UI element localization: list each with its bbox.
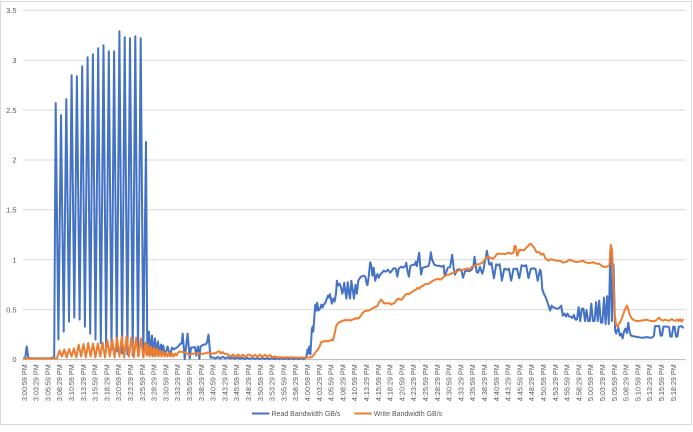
svg-text:3:48:29 PM: 3:48:29 PM (244, 364, 253, 401)
svg-text:4:48:29 PM: 4:48:29 PM (527, 364, 536, 401)
svg-text:2: 2 (12, 156, 16, 165)
svg-text:3:15:59 PM: 3:15:59 PM (91, 364, 100, 401)
svg-text:Read Bandwidth GB/s: Read Bandwidth GB/s (272, 411, 341, 418)
svg-text:4:28:29 PM: 4:28:29 PM (433, 364, 442, 401)
svg-text:3:53:29 PM: 3:53:29 PM (268, 364, 277, 401)
svg-text:3:03:29 PM: 3:03:29 PM (32, 364, 41, 401)
svg-text:0: 0 (12, 355, 16, 364)
svg-text:1: 1 (12, 255, 16, 264)
svg-text:5:08:29 PM: 5:08:29 PM (622, 364, 631, 401)
svg-text:4:50:59 PM: 4:50:59 PM (539, 364, 548, 401)
svg-text:4:35:59 PM: 4:35:59 PM (468, 364, 477, 401)
svg-text:3:20:59 PM: 3:20:59 PM (114, 364, 123, 401)
svg-text:3.5: 3.5 (6, 6, 16, 15)
svg-text:3:38:29 PM: 3:38:29 PM (197, 364, 206, 401)
svg-text:4:08:29 PM: 4:08:29 PM (338, 364, 347, 401)
svg-text:4:05:59 PM: 4:05:59 PM (327, 364, 336, 401)
svg-text:3:28:29 PM: 3:28:29 PM (150, 364, 159, 401)
svg-text:2.5: 2.5 (6, 106, 16, 115)
svg-text:3:58:29 PM: 3:58:29 PM (291, 364, 300, 401)
svg-text:3:23:29 PM: 3:23:29 PM (126, 364, 135, 401)
svg-text:4:10:59 PM: 4:10:59 PM (350, 364, 359, 401)
svg-text:5:05:59 PM: 5:05:59 PM (610, 364, 619, 401)
svg-text:5:10:59 PM: 5:10:59 PM (633, 364, 642, 401)
svg-text:4:20:59 PM: 4:20:59 PM (397, 364, 406, 401)
svg-text:4:53:29 PM: 4:53:29 PM (551, 364, 560, 401)
svg-text:4:15:59 PM: 4:15:59 PM (374, 364, 383, 401)
svg-text:3: 3 (12, 56, 16, 65)
svg-text:1.5: 1.5 (6, 206, 16, 215)
svg-text:3:35:59 PM: 3:35:59 PM (185, 364, 194, 401)
svg-text:3:08:29 PM: 3:08:29 PM (55, 364, 64, 401)
svg-text:4:58:29 PM: 4:58:29 PM (574, 364, 583, 401)
svg-text:5:18:29 PM: 5:18:29 PM (669, 364, 678, 401)
svg-text:5:03:29 PM: 5:03:29 PM (598, 364, 607, 401)
svg-text:4:33:29 PM: 4:33:29 PM (456, 364, 465, 401)
svg-text:3:45:59 PM: 3:45:59 PM (232, 364, 241, 401)
svg-text:4:45:59 PM: 4:45:59 PM (515, 364, 524, 401)
svg-text:5:00:59 PM: 5:00:59 PM (586, 364, 595, 401)
svg-text:3:30:59 PM: 3:30:59 PM (161, 364, 170, 401)
svg-text:5:13:29 PM: 5:13:29 PM (645, 364, 654, 401)
svg-text:3:18:29 PM: 3:18:29 PM (102, 364, 111, 401)
svg-text:4:38:29 PM: 4:38:29 PM (480, 364, 489, 401)
svg-text:3:10:59 PM: 3:10:59 PM (67, 364, 76, 401)
svg-text:4:23:29 PM: 4:23:29 PM (409, 364, 418, 401)
svg-text:4:55:59 PM: 4:55:59 PM (563, 364, 572, 401)
svg-text:4:13:29 PM: 4:13:29 PM (362, 364, 371, 401)
svg-text:3:43:29 PM: 3:43:29 PM (220, 364, 229, 401)
svg-text:5:15:59 PM: 5:15:59 PM (657, 364, 666, 401)
svg-text:3:13:29 PM: 3:13:29 PM (79, 364, 88, 401)
svg-text:4:43:29 PM: 4:43:29 PM (504, 364, 513, 401)
svg-text:3:50:59 PM: 3:50:59 PM (256, 364, 265, 401)
svg-text:3:33:29 PM: 3:33:29 PM (173, 364, 182, 401)
svg-text:4:30:59 PM: 4:30:59 PM (445, 364, 454, 401)
svg-text:3:25:59 PM: 3:25:59 PM (138, 364, 147, 401)
svg-text:3:55:59 PM: 3:55:59 PM (279, 364, 288, 401)
svg-text:4:25:59 PM: 4:25:59 PM (421, 364, 430, 401)
svg-text:4:00:59 PM: 4:00:59 PM (303, 364, 312, 401)
svg-text:Write Bandwidth GB/s: Write Bandwidth GB/s (374, 411, 443, 418)
svg-text:3:40:59 PM: 3:40:59 PM (209, 364, 218, 401)
svg-text:4:18:29 PM: 4:18:29 PM (386, 364, 395, 401)
svg-text:0.5: 0.5 (6, 305, 16, 314)
svg-text:3:00:59 PM: 3:00:59 PM (20, 364, 29, 401)
svg-text:4:40:59 PM: 4:40:59 PM (492, 364, 501, 401)
svg-text:3:05:59 PM: 3:05:59 PM (43, 364, 52, 401)
svg-text:4:03:29 PM: 4:03:29 PM (315, 364, 324, 401)
